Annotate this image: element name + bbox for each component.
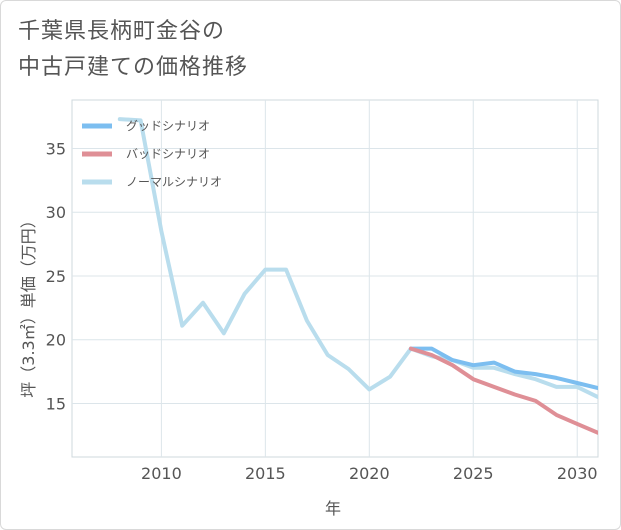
- series-line-2: [117, 117, 598, 400]
- series-line-0: [408, 346, 598, 391]
- y-tick-label: 15: [46, 394, 66, 413]
- x-tick-label: 2030: [557, 464, 598, 483]
- y-tick-label: 35: [46, 139, 66, 158]
- legend-label-0: グッドシナリオ: [126, 119, 210, 133]
- chart-title: 千葉県長柄町金谷の 中古戸建ての価格推移: [18, 14, 248, 86]
- x-tick-label: 2025: [453, 464, 494, 483]
- y-tick-label: 25: [46, 267, 66, 286]
- y-tick-label: 20: [46, 331, 66, 350]
- x-tick-label: 2010: [141, 464, 182, 483]
- x-axis-title: 年: [325, 499, 341, 518]
- series-layer: [117, 117, 598, 435]
- y-axis-ticks: 15 20 25 30 35: [46, 139, 66, 413]
- x-tick-label: 2015: [245, 464, 286, 483]
- chart-title-line-2: 中古戸建ての価格推移: [18, 55, 249, 80]
- y-axis-title: 坪（3.3㎡）単価（万円）: [19, 212, 38, 397]
- x-tick-label: 2020: [349, 464, 390, 483]
- series-line-1: [408, 346, 598, 435]
- plot-area: [71, 99, 599, 458]
- chart-title-line-1: 千葉県長柄町金谷の: [18, 19, 226, 44]
- legend-label-1: バッドシナリオ: [126, 147, 210, 161]
- y-tick-label: 30: [46, 203, 66, 222]
- legend-label-2: ノーマルシナリオ: [126, 175, 222, 189]
- x-axis-ticks: 2010 2015 2020 2025 2030: [141, 464, 598, 483]
